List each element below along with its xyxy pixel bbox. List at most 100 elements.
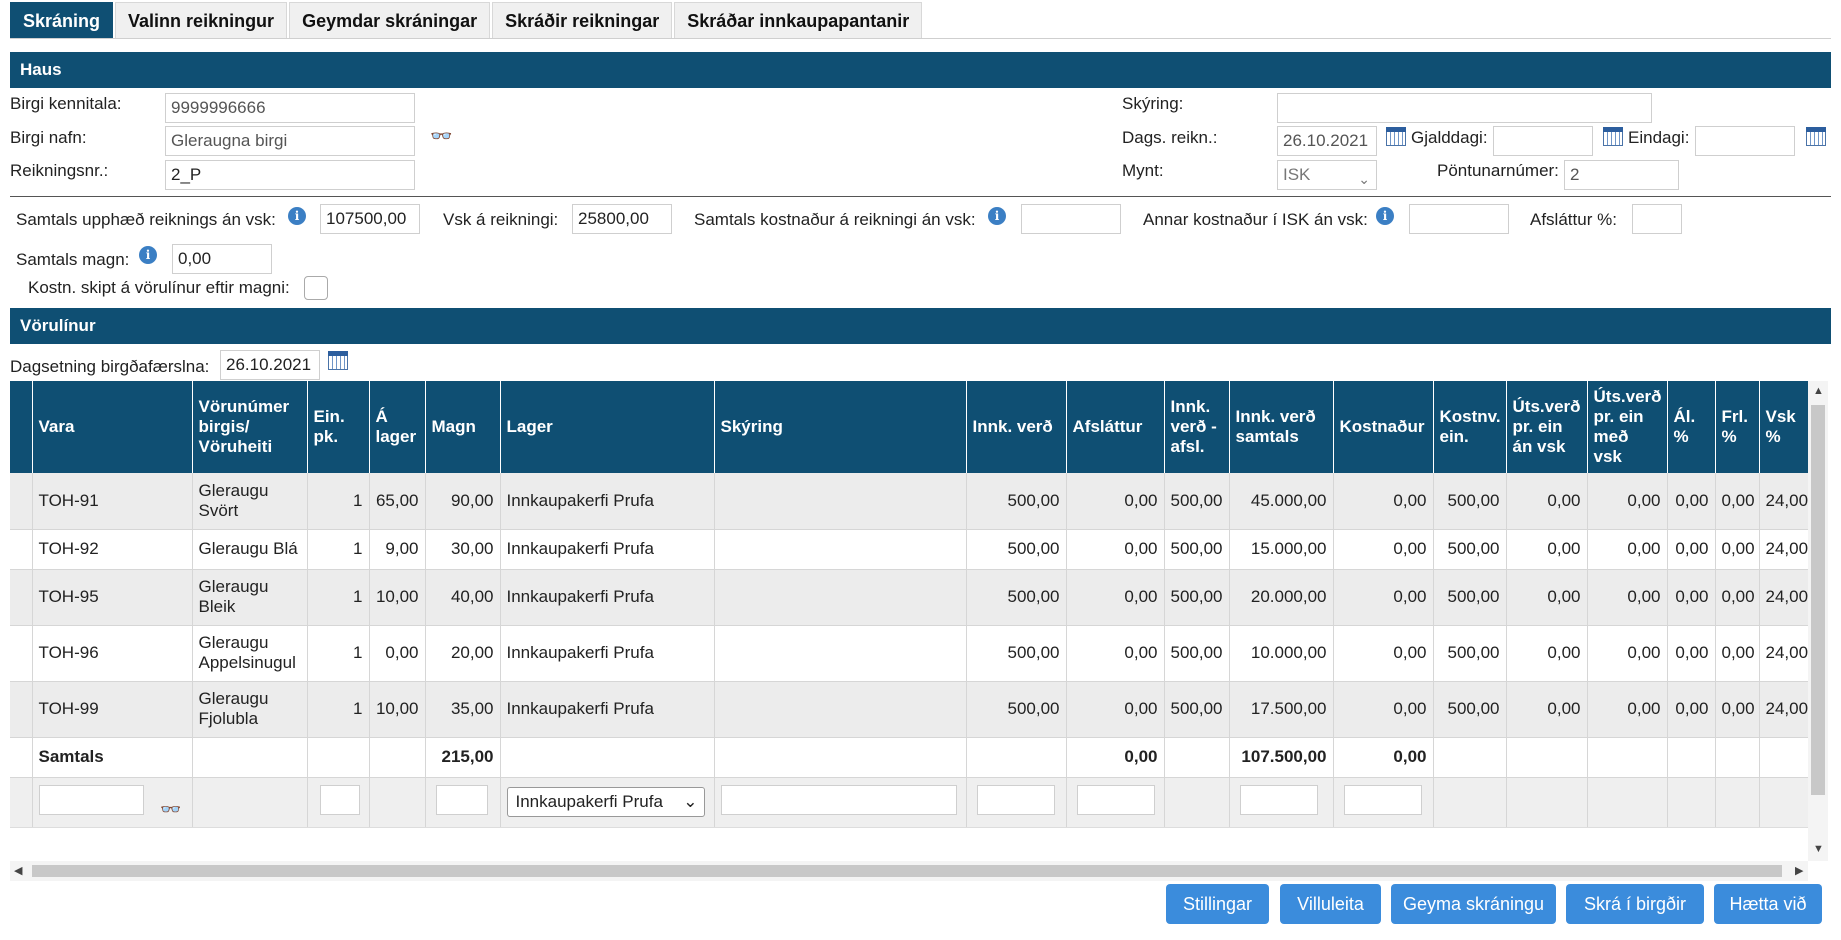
col-select [10, 381, 33, 473]
col-kostnv-ein[interactable]: Kostnv. ein. [1433, 381, 1507, 473]
mynt-label: Mynt: [1122, 161, 1164, 180]
col-innk-verd-samtals[interactable]: Innk. verð samtals [1229, 381, 1334, 473]
annar-kostnadur-field[interactable] [1409, 204, 1509, 234]
vorulinur-grid: Vara Vörunúmer birgis/ Vöruheiti Ein. pk… [10, 381, 1808, 828]
info-icon[interactable]: i [988, 207, 1006, 225]
col-ein-pk[interactable]: Ein. pk. [307, 381, 370, 473]
geyma-skraningu-button[interactable]: Geyma skráningu [1391, 884, 1556, 924]
samtals-upphaed-label: Samtals upphæð reiknings án vsk: [16, 210, 276, 229]
birgi-kennitala-label: Birgi kennitala: [10, 94, 122, 113]
birgi-nafn-field[interactable]: Gleraugna birgi [165, 126, 415, 156]
col-kostnadur[interactable]: Kostnaður [1333, 381, 1434, 473]
ein-pk-input[interactable] [319, 784, 360, 815]
haetta-vid-button[interactable]: Hætta við [1714, 884, 1822, 924]
col-vorunumer[interactable]: Vörunúmer birgis/ Vöruheiti [192, 381, 308, 473]
calendar-icon[interactable] [1603, 127, 1623, 146]
col-skyring[interactable]: Skýring [714, 381, 967, 473]
info-icon[interactable]: i [1376, 207, 1394, 225]
tab-skradir-reikningar[interactable]: Skráðir reikningar [492, 2, 673, 38]
col-a-lager[interactable]: Á lager [369, 381, 426, 473]
dagsetning-field[interactable]: 26.10.2021 [220, 350, 320, 380]
table-row[interactable]: TOH-92 Gleraugu Blá 1 9,00 30,00 Innkaup… [10, 529, 1808, 570]
col-al[interactable]: Ál. % [1667, 381, 1716, 473]
kostnadur-label: Samtals kostnaður á reikningi án vsk: [694, 210, 976, 229]
skyring-field[interactable] [1277, 93, 1652, 123]
vertical-scrollbar[interactable]: ▲ ▼ [1808, 381, 1828, 861]
scroll-right-icon[interactable]: ▶ [1795, 865, 1804, 877]
total-label: Samtals [32, 737, 193, 778]
table-row[interactable]: TOH-96 Gleraugu Appelsinugul 1 0,00 20,0… [10, 625, 1808, 682]
entry-row: 👓 Innkaupakerfi Prufa ⌄ [10, 777, 1808, 827]
tab-bar: Skráning Valinn reikningur Geymdar skrán… [10, 2, 924, 38]
col-lager[interactable]: Lager [500, 381, 715, 473]
annar-kostnadur-label: Annar kostnaður í ISK án vsk: [1143, 210, 1368, 229]
col-magn[interactable]: Magn [425, 381, 501, 473]
table-row[interactable]: TOH-95 Gleraugu Bleik 1 10,00 40,00 Innk… [10, 569, 1808, 626]
col-vsk[interactable]: Vsk % [1759, 381, 1808, 473]
tab-skraning[interactable]: Skráning [10, 2, 114, 38]
col-innk-verd[interactable]: Innk. verð [966, 381, 1067, 473]
table-row[interactable]: TOH-91 Gleraugu Svört 1 65,00 90,00 Innk… [10, 473, 1808, 530]
samtals-upphaed-field[interactable]: 107500,00 [320, 204, 420, 234]
col-frl[interactable]: Frl. % [1715, 381, 1760, 473]
total-magn: 215,00 [425, 737, 501, 778]
lager-select[interactable]: Innkaupakerfi Prufa ⌄ [506, 787, 705, 817]
reikningsnr-field[interactable]: 2_P [165, 160, 415, 190]
eindagi-field[interactable] [1695, 126, 1795, 156]
innk-samtals-input[interactable] [1239, 784, 1318, 815]
vsk-field[interactable]: 25800,00 [572, 204, 672, 234]
calendar-icon[interactable] [1806, 127, 1826, 146]
glasses-lookup-icon[interactable]: 👓 [430, 126, 453, 146]
info-icon[interactable]: i [288, 207, 306, 225]
col-uts-an-vsk[interactable]: Úts.verð pr. ein án vsk [1506, 381, 1588, 473]
scroll-left-icon[interactable]: ◀ [14, 865, 23, 877]
horizontal-scrollbar[interactable]: ◀ ▶ [10, 861, 1808, 881]
vertical-scroll-thumb[interactable] [1811, 405, 1825, 795]
skyring-input[interactable] [720, 784, 957, 815]
scroll-up-icon[interactable]: ▲ [1813, 385, 1824, 397]
tab-geymdar-skraningar[interactable]: Geymdar skráningar [289, 2, 491, 38]
calendar-icon[interactable] [1386, 127, 1406, 146]
calendar-icon[interactable] [328, 351, 348, 370]
dags-reikn-label: Dags. reikn.: [1122, 128, 1218, 147]
col-afslattur[interactable]: Afsláttur [1066, 381, 1165, 473]
info-icon[interactable]: i [139, 246, 157, 264]
pontunarnumer-field[interactable]: 2 [1564, 160, 1679, 190]
kostnadur-field[interactable] [1021, 204, 1121, 234]
magn-input[interactable] [435, 784, 488, 815]
glasses-lookup-icon[interactable]: 👓 [160, 799, 182, 819]
table-row[interactable]: TOH-99 Gleraugu Fjolubla 1 10,00 35,00 I… [10, 681, 1808, 738]
samtals-magn-label: Samtals magn: [16, 250, 130, 269]
col-uts-med-vsk[interactable]: Úts.verð pr. ein með vsk [1587, 381, 1668, 473]
kostn-skipt-checkbox[interactable] [304, 276, 328, 300]
total-samtals: 107.500,00 [1229, 737, 1334, 778]
gjalddagi-field[interactable] [1493, 126, 1593, 156]
afslattur-input[interactable] [1076, 784, 1155, 815]
vara-input[interactable] [38, 784, 144, 815]
birgi-kennitala-field[interactable]: 9999996666 [165, 93, 415, 123]
total-row: Samtals 215,00 0,00 107.500,00 0,00 [10, 737, 1808, 778]
mynt-select[interactable]: ISK ⌄ [1277, 160, 1377, 190]
col-vara[interactable]: Vara [32, 381, 193, 473]
grid-header-row: Vara Vörunúmer birgis/ Vöruheiti Ein. pk… [10, 381, 1808, 473]
stillingar-button[interactable]: Stillingar [1166, 884, 1269, 924]
gjalddagi-label: Gjalddagi: [1411, 128, 1488, 147]
samtals-magn-field[interactable]: 0,00 [172, 244, 272, 274]
vorulinur-header: Vörulínur [10, 308, 1831, 344]
villuleita-button[interactable]: Villuleita [1280, 884, 1381, 924]
innk-verd-input[interactable] [976, 784, 1055, 815]
reikningsnr-label: Reikningsnr.: [10, 161, 109, 180]
col-innk-verd-afsl[interactable]: Innk. verð - afsl. [1164, 381, 1230, 473]
pontunarnumer-label: Pöntunarnúmer: [1437, 161, 1559, 180]
skra-i-birgdir-button[interactable]: Skrá í birgðir [1566, 884, 1704, 924]
total-afslattur: 0,00 [1066, 737, 1165, 778]
tab-skradar-innkaupapantanir[interactable]: Skráðar innkaupapantanir [674, 2, 923, 38]
afslattur-field[interactable] [1632, 204, 1682, 234]
horizontal-scroll-thumb[interactable] [32, 865, 1782, 877]
scroll-down-icon[interactable]: ▼ [1813, 843, 1824, 855]
afslattur-label: Afsláttur %: [1530, 210, 1617, 229]
kostnadur-input[interactable] [1343, 784, 1422, 815]
vsk-label: Vsk á reikningi: [443, 210, 559, 229]
dags-reikn-field[interactable]: 26.10.2021 [1277, 126, 1377, 156]
tab-valinn-reikningur[interactable]: Valinn reikningur [115, 2, 288, 38]
